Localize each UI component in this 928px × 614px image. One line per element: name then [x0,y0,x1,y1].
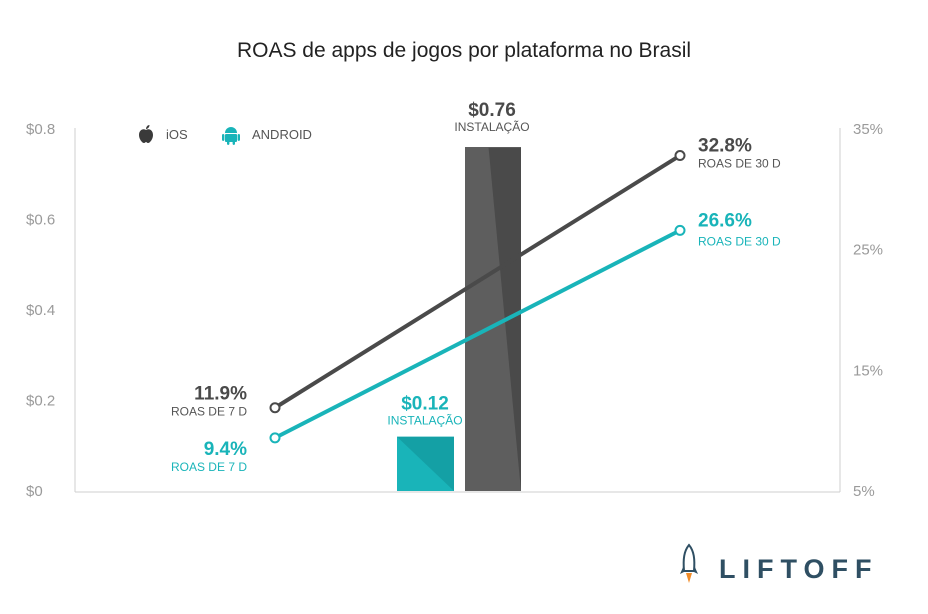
android-roas-7d-caption: ROAS DE 7 D [171,460,247,474]
left-axis-ticks: $0.8 $0.6 $0.4 $0.2 $0 [26,121,55,500]
ios-roas-7d-value-label: 11.9% [194,384,247,405]
android-roas-7d-point [269,432,281,444]
ios-roas-30d-point [674,150,686,162]
right-axis-ticks: 35% 25% 15% 5% [853,121,883,500]
legend-ios-label: iOS [166,127,188,142]
ios-roas-7d-caption: ROAS DE 7 D [171,405,247,419]
android-icon [222,127,240,145]
android-roas-line [274,228,681,440]
right-axis-tick-label: 25% [853,242,883,259]
left-axis-tick-label: $0.6 [26,212,55,229]
logo-text: LIFTOFF [719,554,878,584]
left-axis-tick-label: $0.4 [26,302,55,319]
ios-install-caption: INSTALAÇÃO [454,120,529,134]
ios-install-value-label: $0.76 [468,100,516,121]
chart-title: ROAS de apps de jogos por plataforma no … [237,39,691,62]
left-axis-tick-label: $0.8 [26,121,55,138]
ios-roas-30d-caption: ROAS DE 30 D [698,157,781,171]
ios-roas-30d-value-label: 32.8% [698,136,752,157]
android-roas-30d-caption: ROAS DE 30 D [698,234,781,248]
apple-icon [139,125,153,143]
android-install-value-label: $0.12 [401,394,449,415]
ios-roas-line [273,153,682,410]
android-install-bar [397,436,454,491]
left-axis-tick-label: $0 [26,483,43,500]
legend: iOS ANDROID [139,125,312,145]
legend-android-label: ANDROID [252,127,312,142]
right-axis-tick-label: 15% [853,362,883,379]
android-install-caption: INSTALAÇÃO [387,414,462,428]
ios-install-bar [465,147,521,491]
android-roas-30d-point [674,224,686,236]
android-roas-7d-value-label: 9.4% [204,439,247,460]
right-axis-tick-label: 35% [853,121,883,138]
liftoff-logo: LIFTOFF [680,543,878,584]
right-axis-tick-label: 5% [853,483,875,500]
rocket-icon [680,543,698,583]
left-axis-tick-label: $0.2 [26,393,55,410]
ios-roas-7d-point [269,402,281,414]
android-roas-30d-value-label: 26.6% [698,210,752,231]
